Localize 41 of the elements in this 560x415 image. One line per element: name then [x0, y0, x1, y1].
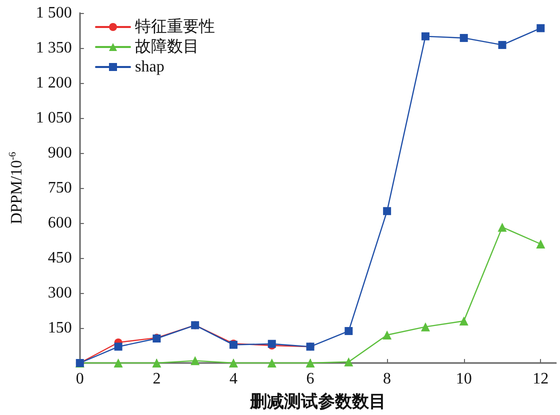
point	[460, 34, 468, 42]
x-tick-label: 2	[152, 370, 161, 388]
point	[306, 358, 315, 368]
point	[152, 358, 162, 368]
x-tick-label: 4	[229, 370, 238, 388]
point	[420, 322, 430, 332]
y-tick-label: 1 200	[36, 74, 72, 92]
point	[114, 358, 123, 368]
x-tick-label: 12	[532, 370, 549, 388]
point	[344, 327, 353, 336]
point	[344, 357, 354, 366]
point	[114, 342, 122, 351]
x-tick-label: 8	[383, 370, 392, 388]
y-tick-label: 1 050	[36, 110, 72, 126]
point	[383, 207, 392, 216]
point	[267, 358, 276, 368]
x-tick-label: 0	[76, 370, 84, 388]
y-tick-label: 1 500	[36, 4, 72, 22]
y-tick-label: 600	[48, 214, 72, 232]
y-tick-label: 300	[48, 284, 72, 302]
y-tick-label: 450	[48, 250, 72, 266]
y-tick-label: 750	[48, 180, 72, 196]
point	[459, 316, 468, 326]
y-tick-label: 150	[48, 320, 72, 336]
point	[536, 24, 545, 32]
point	[536, 240, 546, 248]
x-tick-label: 10	[456, 370, 472, 388]
point	[228, 358, 238, 368]
point	[498, 40, 506, 49]
x-axis-title: 删减测试参数数目	[248, 392, 386, 411]
point	[498, 222, 507, 232]
y-tick-label: 1 350	[36, 40, 72, 56]
y-tick-label: 900	[48, 144, 72, 162]
point	[190, 356, 200, 366]
legend-label: 特征重要性	[135, 18, 215, 36]
y-axis-title: DPPM/10-6	[8, 152, 26, 224]
legend-label: shap	[135, 58, 164, 76]
x-tick-label: 6	[306, 370, 314, 388]
legend-label: 故障数目	[135, 38, 199, 56]
point	[421, 32, 430, 40]
point	[382, 330, 392, 340]
